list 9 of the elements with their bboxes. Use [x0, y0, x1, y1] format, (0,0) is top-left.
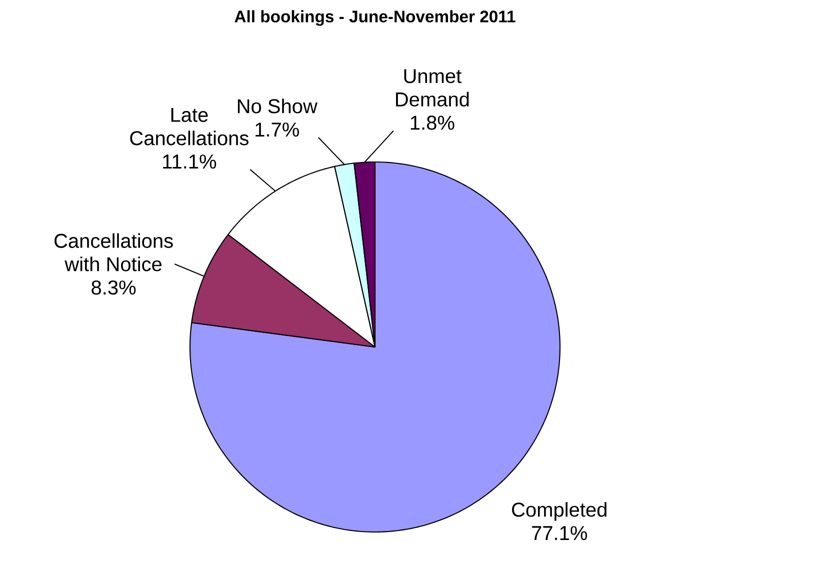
data-label: 1.8%	[410, 116, 454, 130]
data-label: 8.3%	[92, 280, 136, 295]
slice-label: Cancellations with Notice	[54, 233, 173, 272]
data-label: 11.1%	[163, 154, 216, 169]
chart-title: All bookings - June-November 2011	[234, 10, 516, 26]
slice-label: Unmet Demand	[396, 69, 469, 107]
data-label: 77.1%	[532, 526, 588, 540]
data-label: 1.7%	[256, 122, 299, 137]
slice-label: Completed	[512, 502, 606, 521]
